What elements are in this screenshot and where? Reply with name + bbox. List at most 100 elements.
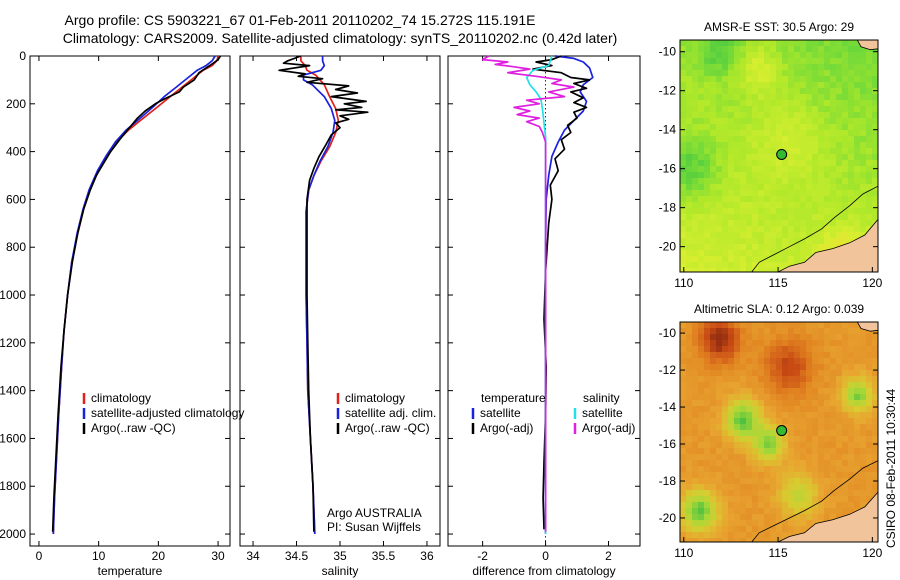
- heatmap-cell: [812, 238, 819, 245]
- heatmap-cell: [740, 418, 747, 425]
- heatmap-cell: [860, 382, 867, 389]
- heatmap-cell: [788, 214, 795, 221]
- heatmap-cell: [812, 172, 819, 179]
- heatmap-cell: [728, 442, 735, 449]
- heatmap-cell: [842, 130, 849, 137]
- heatmap-cell: [866, 202, 873, 209]
- heatmap-cell: [782, 184, 789, 191]
- heatmap-cell: [740, 106, 747, 113]
- heatmap-cell: [740, 322, 747, 329]
- heatmap-cell: [710, 160, 717, 167]
- heatmap-cell: [806, 496, 813, 503]
- heatmap-cell: [872, 370, 878, 377]
- heatmap-cell: [770, 436, 777, 443]
- heatmap-cell: [776, 340, 783, 347]
- heatmap-cell: [716, 166, 723, 173]
- heatmap-cell: [866, 208, 873, 215]
- heatmap-cell: [704, 436, 711, 443]
- heatmap-cell: [680, 244, 687, 251]
- heatmap-cell: [764, 160, 771, 167]
- heatmap-cell: [788, 490, 795, 497]
- heatmap-cell: [740, 328, 747, 335]
- heatmap-cell: [740, 88, 747, 95]
- heatmap-cell: [854, 490, 861, 497]
- heatmap-cell: [698, 232, 705, 239]
- heatmap-cell: [728, 472, 735, 479]
- heatmap-cell: [872, 328, 878, 335]
- heatmap-cell: [752, 178, 759, 185]
- heatmap-cell: [680, 160, 687, 167]
- heatmap-cell: [698, 532, 705, 539]
- heatmap-cell: [866, 118, 873, 125]
- heatmap-cell: [818, 412, 825, 419]
- heatmap-cell: [794, 154, 801, 161]
- heatmap-cell: [686, 514, 693, 521]
- heatmap-cell: [686, 190, 693, 197]
- heatmap-cell: [758, 208, 765, 215]
- heatmap-cell: [836, 496, 843, 503]
- heatmap-cell: [680, 358, 687, 365]
- legend-entry: Argo(-adj): [582, 421, 635, 435]
- heatmap-cell: [680, 262, 687, 269]
- heatmap-cell: [752, 436, 759, 443]
- heatmap-cell: [722, 226, 729, 233]
- heatmap-cell: [722, 490, 729, 497]
- heatmap-cell: [848, 100, 855, 107]
- heatmap-cell: [818, 130, 825, 137]
- heatmap-cell: [734, 82, 741, 89]
- heatmap-cell: [686, 358, 693, 365]
- heatmap-cell: [782, 100, 789, 107]
- heatmap-cell: [812, 94, 819, 101]
- heatmap-cell: [854, 406, 861, 413]
- heatmap-cell: [770, 508, 777, 515]
- heatmap-cell: [836, 214, 843, 221]
- heatmap-cell: [806, 502, 813, 509]
- heatmap-cell: [824, 448, 831, 455]
- heatmap-cell: [740, 520, 747, 527]
- heatmap-cell: [848, 58, 855, 65]
- heatmap-cell: [704, 118, 711, 125]
- heatmap-cell: [866, 166, 873, 173]
- heatmap-cell: [734, 508, 741, 515]
- heatmap-cell: [860, 358, 867, 365]
- heatmap-cell: [830, 130, 837, 137]
- heatmap-cell: [764, 106, 771, 113]
- heatmap-cell: [830, 460, 837, 467]
- heatmap-cell: [812, 100, 819, 107]
- heatmap-cell: [734, 472, 741, 479]
- x-tick-label: 110: [674, 546, 693, 560]
- heatmap-cell: [776, 250, 783, 257]
- heatmap-cell: [716, 418, 723, 425]
- heatmap-cell: [746, 214, 753, 221]
- heatmap-cell: [806, 40, 813, 47]
- heatmap-cell: [788, 190, 795, 197]
- heatmap-cell: [710, 496, 717, 503]
- heatmap-cell: [710, 508, 717, 515]
- heatmap-cell: [866, 448, 873, 455]
- heatmap-cell: [716, 490, 723, 497]
- legend-entry: satellite: [582, 406, 623, 420]
- heatmap-cell: [800, 166, 807, 173]
- heatmap-cell: [716, 112, 723, 119]
- heatmap-cell: [776, 394, 783, 401]
- heatmap-cell: [776, 400, 783, 407]
- heatmap-cell: [782, 364, 789, 371]
- heatmap-cell: [722, 64, 729, 71]
- heatmap-cell: [752, 88, 759, 95]
- heatmap-cell: [752, 46, 759, 53]
- heatmap-cell: [824, 202, 831, 209]
- heatmap-cell: [842, 94, 849, 101]
- heatmap-cell: [686, 124, 693, 131]
- heatmap-cell: [764, 484, 771, 491]
- heatmap-cell: [788, 532, 795, 539]
- heatmap-cell: [746, 376, 753, 383]
- heatmap-cell: [758, 406, 765, 413]
- heatmap-cell: [842, 442, 849, 449]
- heatmap-cell: [836, 166, 843, 173]
- heatmap-cell: [818, 148, 825, 155]
- heatmap-cell: [872, 472, 878, 479]
- heatmap-cell: [716, 388, 723, 395]
- heatmap-cell: [752, 418, 759, 425]
- heatmap-cell: [698, 346, 705, 353]
- heatmap-cell: [776, 460, 783, 467]
